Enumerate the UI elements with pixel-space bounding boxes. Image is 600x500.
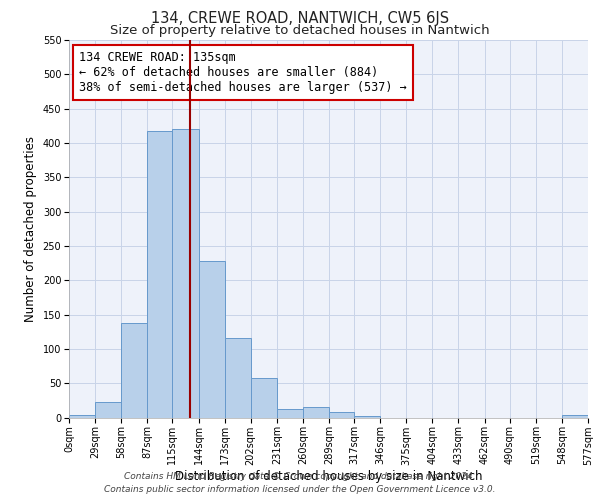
Bar (121, 323, 147, 418)
Bar (224, 338, 251, 417)
Text: 134 CREWE ROAD: 135sqm
← 62% of detached houses are smaller (884)
38% of semi-de: 134 CREWE ROAD: 135sqm ← 62% of detached… (79, 52, 407, 94)
X-axis label: Distribution of detached houses by size in Nantwich: Distribution of detached houses by size … (175, 470, 482, 483)
Bar (303, 407, 329, 418)
Bar (199, 261, 224, 418)
Bar (69, 416, 95, 418)
Bar (172, 129, 199, 418)
Bar (147, 130, 172, 418)
Bar (329, 412, 354, 418)
Text: Contains HM Land Registry data © Crown copyright and database right 2024.
Contai: Contains HM Land Registry data © Crown c… (104, 472, 496, 494)
Bar (354, 416, 380, 418)
Text: Size of property relative to detached houses in Nantwich: Size of property relative to detached ho… (110, 24, 490, 37)
Bar (251, 378, 277, 418)
Bar (277, 408, 303, 418)
Bar (562, 416, 588, 418)
Bar (95, 402, 121, 417)
Text: 134, CREWE ROAD, NANTWICH, CW5 6JS: 134, CREWE ROAD, NANTWICH, CW5 6JS (151, 11, 449, 26)
Y-axis label: Number of detached properties: Number of detached properties (24, 136, 37, 322)
